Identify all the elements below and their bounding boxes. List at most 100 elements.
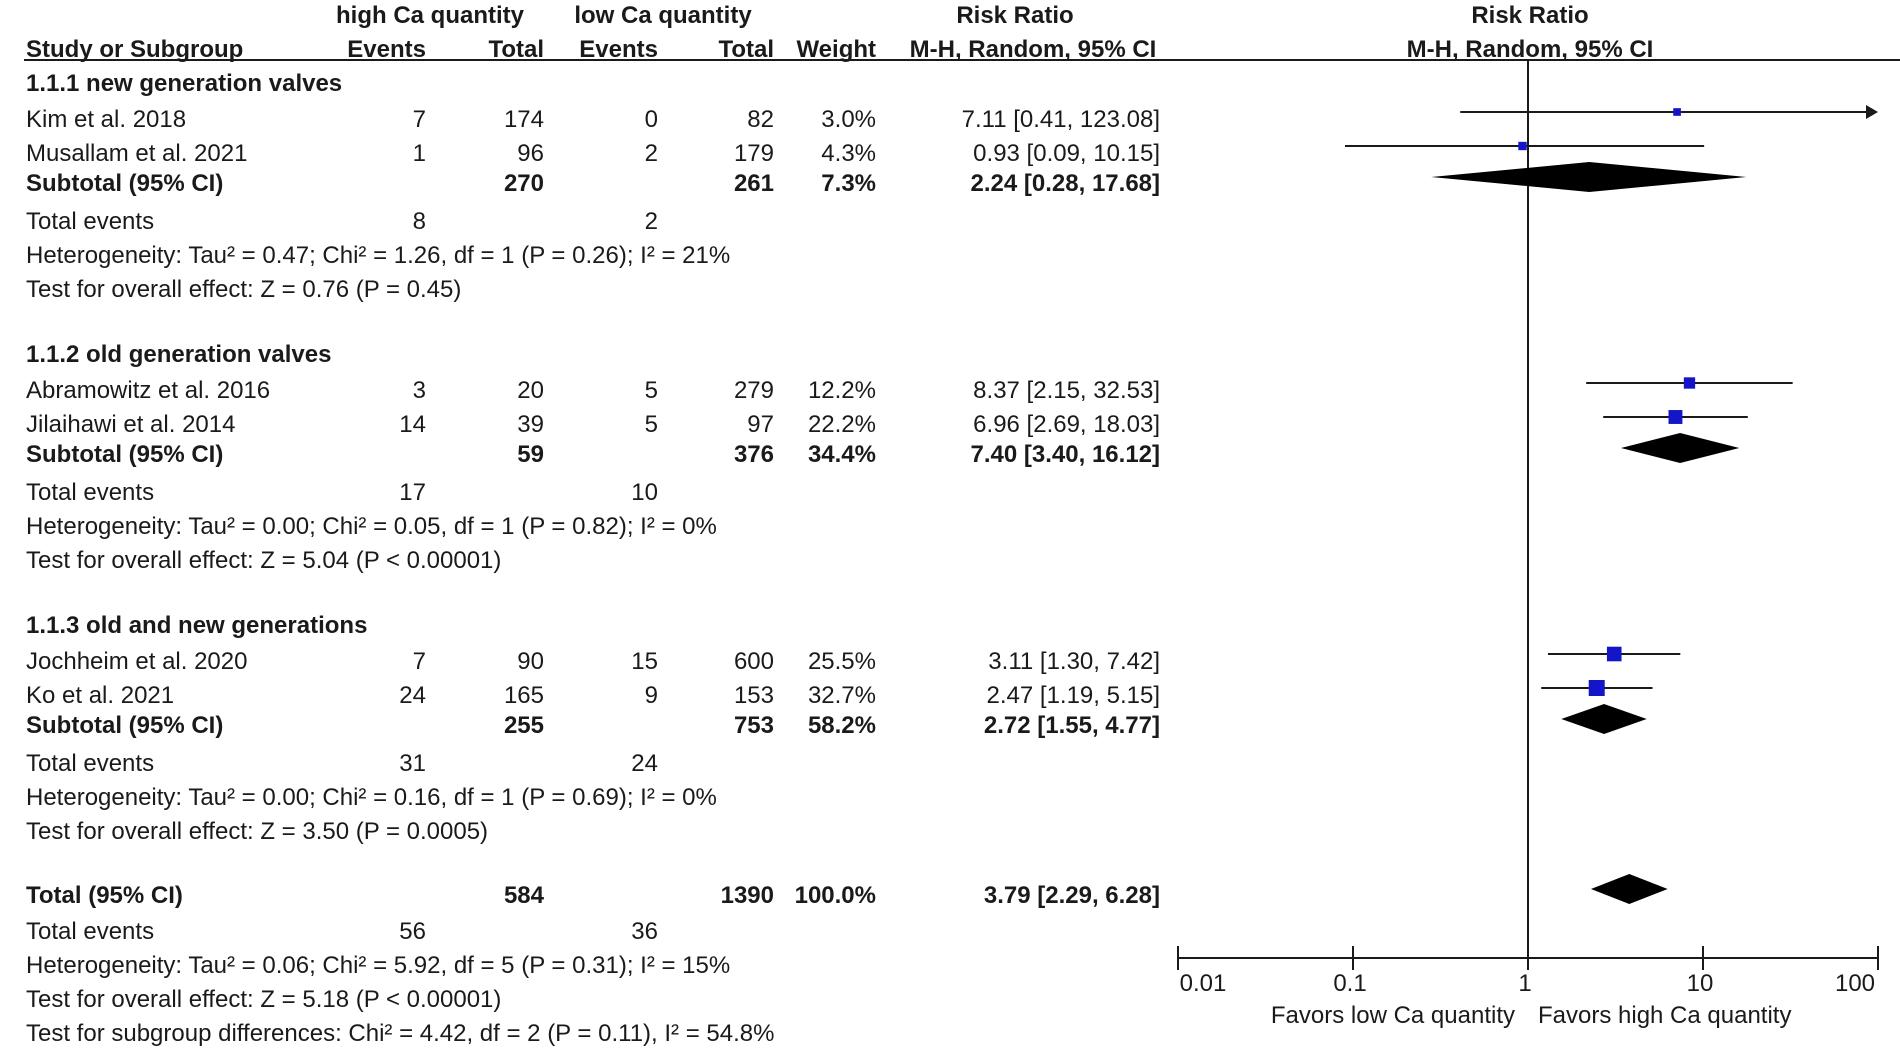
total-events-label: Total events xyxy=(26,208,155,235)
heterogeneity-text: Heterogeneity: Tau² = 0.00; Chi² = 0.16,… xyxy=(26,784,717,811)
total-high: 96 xyxy=(517,140,544,167)
tick-label: 1 xyxy=(1518,970,1531,997)
favors-right-label: Favors high Ca quantity xyxy=(1538,1002,1791,1029)
ci-arrow xyxy=(1866,105,1878,119)
total-events-low: 24 xyxy=(631,750,658,777)
study-marker xyxy=(1673,108,1681,116)
subgroup-title: 1.1.3 old and new generations xyxy=(26,612,368,639)
total-high: 165 xyxy=(503,682,544,709)
study-name: Jilaihawi et al. 2014 xyxy=(26,411,236,438)
total-events-high: 17 xyxy=(399,479,426,506)
study-name: Abramowitz et al. 2016 xyxy=(26,377,271,404)
header-total-high: Total xyxy=(488,36,544,63)
total-high: 20 xyxy=(517,377,544,404)
tick-label: 0.1 xyxy=(1333,970,1366,997)
ci-text: 3.11 [1.30, 7.42] xyxy=(988,648,1160,675)
study-marker xyxy=(1668,410,1683,424)
total-low: 82 xyxy=(747,106,774,133)
events-high: 24 xyxy=(399,682,426,709)
header-risk-ratio: Risk Ratio xyxy=(956,2,1074,29)
header-events-high: Events xyxy=(347,36,426,63)
study-marker xyxy=(1683,377,1696,389)
subtotal-total-high: 270 xyxy=(503,170,544,197)
subgroup-title: 1.1.2 old generation valves xyxy=(26,341,332,368)
total-weight: 100.0% xyxy=(794,882,876,909)
header-total-low: Total xyxy=(718,36,774,63)
ci-text: 2.47 [1.19, 5.15] xyxy=(986,682,1160,709)
total-ci-text: 3.79 [2.29, 6.28] xyxy=(983,882,1160,909)
events-low: 5 xyxy=(644,411,658,438)
total-events-low: 36 xyxy=(631,918,658,945)
ci-text: 0.93 [0.09, 10.15] xyxy=(973,140,1160,167)
subtotal-total-high: 59 xyxy=(517,441,544,468)
total-low: 600 xyxy=(733,648,774,675)
events-high: 3 xyxy=(412,377,426,404)
study-name: Ko et al. 2021 xyxy=(26,682,175,709)
study-name: Kim et al. 2018 xyxy=(26,106,187,133)
study-name: Musallam et al. 2021 xyxy=(26,140,248,167)
subgroup-differences-text: Test for subgroup differences: Chi² = 4.… xyxy=(26,1020,775,1047)
total-events-high: 56 xyxy=(399,918,426,945)
total-high: 90 xyxy=(517,648,544,675)
weight: 22.2% xyxy=(807,411,876,438)
subtotal-ci-text: 2.24 [0.28, 17.68] xyxy=(970,170,1160,197)
header-group-high: high Ca quantity xyxy=(336,2,524,29)
overall-diamond xyxy=(1590,874,1668,904)
subtotal-diamond xyxy=(1561,704,1647,734)
total-events-label: Total events xyxy=(26,918,155,945)
events-high: 14 xyxy=(399,411,426,438)
subtotal-total-low: 753 xyxy=(733,712,774,739)
total-events-label: Total events xyxy=(26,479,155,506)
total-total-low: 1390 xyxy=(720,882,774,909)
subtotal-diamond xyxy=(1621,433,1740,463)
header-study: Study or Subgroup xyxy=(26,36,244,63)
weight: 3.0% xyxy=(821,106,876,133)
total-low: 279 xyxy=(733,377,774,404)
total-events-label: Total events xyxy=(26,750,155,777)
study-marker xyxy=(1518,141,1527,151)
total-total-high: 584 xyxy=(503,882,544,909)
header-risk-ratio-plot: Risk Ratio xyxy=(1471,2,1589,29)
forest-plot-marks xyxy=(1177,60,1879,970)
total-high: 174 xyxy=(503,106,544,133)
total-events-high: 31 xyxy=(399,750,426,777)
events-low: 15 xyxy=(631,648,658,675)
heterogeneity-text: Heterogeneity: Tau² = 0.47; Chi² = 1.26,… xyxy=(26,242,731,269)
weight: 4.3% xyxy=(821,140,876,167)
study-marker xyxy=(1588,679,1605,697)
events-high: 1 xyxy=(412,140,426,167)
events-low: 0 xyxy=(644,106,658,133)
heterogeneity-text: Heterogeneity: Tau² = 0.00; Chi² = 0.05,… xyxy=(26,513,717,540)
subtotal-ci-text: 2.72 [1.55, 4.77] xyxy=(983,712,1160,739)
header-group-low: low Ca quantity xyxy=(574,2,752,29)
total-low: 153 xyxy=(733,682,774,709)
study-name: Jochheim et al. 2020 xyxy=(26,648,248,675)
header-events-low: Events xyxy=(579,36,658,63)
events-low: 5 xyxy=(644,377,658,404)
header-method: M-H, Random, 95% CI xyxy=(909,36,1157,63)
total-low: 97 xyxy=(747,411,774,438)
total-high: 39 xyxy=(517,411,544,438)
subtotal-total-low: 261 xyxy=(733,170,774,197)
subtotal-weight: 58.2% xyxy=(807,712,876,739)
study-marker xyxy=(1606,646,1622,662)
favors-left-label: Favors low Ca quantity xyxy=(1271,1002,1515,1029)
overall-effect-text: Test for overall effect: Z = 0.76 (P = 0… xyxy=(26,276,462,303)
tick-label: 0.01 xyxy=(1180,970,1227,997)
tick-label: 100 xyxy=(1835,970,1875,997)
events-low: 9 xyxy=(644,682,658,709)
total-low: 179 xyxy=(733,140,774,167)
subtotal-label: Subtotal (95% CI) xyxy=(26,712,224,739)
overall-effect-text: Test for overall effect: Z = 5.04 (P < 0… xyxy=(26,547,502,574)
subtotal-label: Subtotal (95% CI) xyxy=(26,441,224,468)
subtotal-total-low: 376 xyxy=(733,441,774,468)
weight: 12.2% xyxy=(807,377,876,404)
total-events-low: 10 xyxy=(631,479,658,506)
subtotal-diamond xyxy=(1431,162,1747,192)
subgroup-title: 1.1.1 new generation valves xyxy=(26,70,343,97)
ci-text: 8.37 [2.15, 32.53] xyxy=(973,377,1160,404)
total-events-high: 8 xyxy=(412,208,426,235)
tick-label: 10 xyxy=(1687,970,1714,997)
overall-effect-text: Test for overall effect: Z = 3.50 (P = 0… xyxy=(26,818,489,845)
